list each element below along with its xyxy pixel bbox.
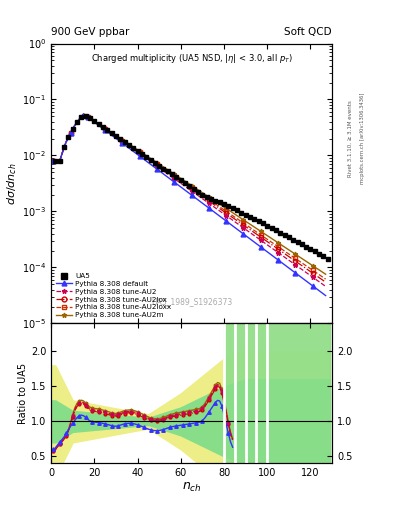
Text: UA5_1989_S1926373: UA5_1989_S1926373 [151,297,232,307]
UA5 [235,207,239,214]
UA5 [230,205,235,211]
Text: Charged multiplicity (UA5 NSD, $|\eta|$ < 3.0, all $p_T$): Charged multiplicity (UA5 NSD, $|\eta|$ … [91,52,292,65]
Text: Soft QCD: Soft QCD [285,27,332,37]
Text: mcplots.cern.ch [arXiv:1306.3436]: mcplots.cern.ch [arXiv:1306.3436] [360,93,365,184]
Text: Rivet 3.1.10, ≥ 3.1M events: Rivet 3.1.10, ≥ 3.1M events [348,100,353,177]
UA5 [83,113,88,119]
UA5 [325,255,330,262]
UA5 [191,186,196,192]
X-axis label: $n_{ch}$: $n_{ch}$ [182,481,202,494]
Y-axis label: Ratio to UA5: Ratio to UA5 [18,363,28,424]
Y-axis label: $d\sigma/dn_{ch}$: $d\sigma/dn_{ch}$ [6,162,19,205]
UA5 [209,196,213,202]
Line: UA5: UA5 [53,113,330,261]
UA5 [53,158,58,164]
UA5 [170,172,174,178]
Text: 900 GeV ppbar: 900 GeV ppbar [51,27,129,37]
UA5 [92,118,97,124]
Legend: UA5, Pythia 8.308 default, Pythia 8.308 tune-AU2, Pythia 8.308 tune-AU2lox, Pyth: UA5, Pythia 8.308 default, Pythia 8.308 … [55,271,173,320]
